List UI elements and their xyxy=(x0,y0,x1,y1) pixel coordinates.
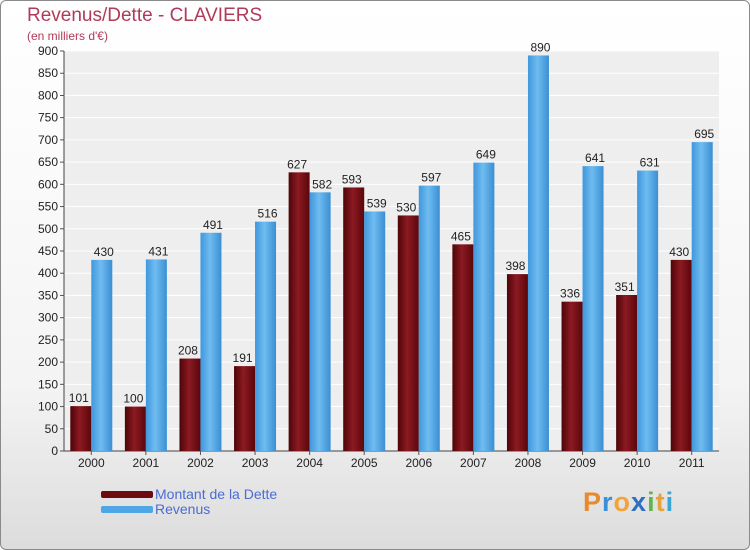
x-tick-label: 2008 xyxy=(515,456,542,470)
proxiti-logo: Proxiti xyxy=(583,487,674,518)
data-label-revenue: 431 xyxy=(148,244,168,258)
bar-debt xyxy=(616,295,638,451)
bar-revenue xyxy=(691,142,713,451)
y-tick-label: 150 xyxy=(38,377,58,391)
bar-revenue xyxy=(473,162,495,452)
bar-revenue xyxy=(91,259,113,451)
y-tick-label: 350 xyxy=(38,288,58,302)
y-tick-label: 750 xyxy=(38,111,58,125)
y-tick-label: 650 xyxy=(38,155,58,169)
bar-debt xyxy=(343,187,365,451)
y-tick-label: 450 xyxy=(38,244,58,258)
y-tick-label: 500 xyxy=(38,222,58,236)
logo-letter: o xyxy=(613,487,632,517)
x-tick-label: 2000 xyxy=(78,456,105,470)
data-label-revenue: 597 xyxy=(421,171,441,185)
y-tick-label: 700 xyxy=(38,133,58,147)
x-tick-label: 2004 xyxy=(296,456,323,470)
data-label-debt: 465 xyxy=(451,229,471,243)
legend-label-debt: Montant de la Dette xyxy=(155,486,278,502)
x-tick-label: 2002 xyxy=(187,456,214,470)
y-tick-label: 100 xyxy=(38,400,58,414)
y-tick-label: 900 xyxy=(38,44,58,58)
bar-revenue xyxy=(418,185,440,451)
data-label-revenue: 631 xyxy=(640,156,660,170)
bar-debt xyxy=(70,406,92,451)
x-tick-label: 2011 xyxy=(679,456,705,470)
data-label-debt: 336 xyxy=(560,287,580,301)
bar-revenue xyxy=(527,55,549,451)
bar-debt xyxy=(561,301,583,451)
bar-revenue xyxy=(145,259,167,451)
data-label-debt: 398 xyxy=(505,259,525,273)
data-label-debt: 530 xyxy=(396,200,416,214)
y-tick-label: 200 xyxy=(38,355,58,369)
y-tick-label: 800 xyxy=(38,88,58,102)
y-tick-label: 400 xyxy=(38,266,58,280)
x-tick-label: 2009 xyxy=(569,456,596,470)
bar-debt xyxy=(397,215,419,451)
data-label-revenue: 491 xyxy=(203,218,223,232)
y-tick-label: 850 xyxy=(38,66,58,80)
bar-revenue xyxy=(364,211,386,451)
logo-letter: i xyxy=(665,487,675,517)
bar-revenue xyxy=(309,192,331,452)
logo-letter: x xyxy=(631,487,648,517)
data-label-debt: 627 xyxy=(287,157,307,171)
chart-subtitle: (en milliers d'€) xyxy=(27,29,108,43)
logo-letter: t xyxy=(655,487,666,517)
data-label-revenue: 516 xyxy=(258,207,278,221)
x-tick-label: 2006 xyxy=(405,456,432,470)
data-label-debt: 593 xyxy=(342,172,362,186)
logo-letter: r xyxy=(602,487,614,517)
bar-revenue xyxy=(255,221,277,451)
legend-label-revenue: Revenus xyxy=(155,501,211,517)
y-tick-label: 300 xyxy=(38,311,58,325)
y-tick-label: 250 xyxy=(38,333,58,347)
bar-revenue xyxy=(200,232,222,451)
bar-debt xyxy=(124,406,146,451)
bar-debt xyxy=(670,259,692,451)
data-label-debt: 100 xyxy=(123,392,143,406)
legend-swatch-debt xyxy=(101,491,153,498)
bar-debt xyxy=(452,244,474,451)
bar-revenue xyxy=(637,170,659,452)
data-label-debt: 351 xyxy=(615,280,635,294)
data-label-revenue: 641 xyxy=(585,151,605,165)
chart-title: Revenus/Dette - CLAVIERS xyxy=(27,5,263,26)
data-label-debt: 191 xyxy=(233,351,253,365)
y-tick-label: 550 xyxy=(38,200,58,214)
y-tick-label: 600 xyxy=(38,177,58,191)
data-label-revenue: 539 xyxy=(367,196,387,210)
x-tick-label: 2010 xyxy=(624,456,651,470)
bar-revenue xyxy=(582,166,604,451)
bar-debt xyxy=(506,274,528,451)
data-label-debt: 208 xyxy=(178,344,198,358)
logo-letter: P xyxy=(583,487,603,517)
y-tick-label: 50 xyxy=(45,422,59,436)
x-tick-label: 2007 xyxy=(460,456,487,470)
bar-debt xyxy=(288,172,310,452)
data-label-revenue: 695 xyxy=(694,127,714,141)
y-tick-label: 0 xyxy=(51,444,58,458)
legend-swatch-revenue xyxy=(101,506,153,513)
bar-debt xyxy=(179,358,201,451)
x-tick-label: 2001 xyxy=(133,456,160,470)
data-label-debt: 430 xyxy=(669,245,689,259)
bar-debt xyxy=(234,366,256,451)
data-label-revenue: 649 xyxy=(476,148,496,162)
x-tick-label: 2003 xyxy=(242,456,269,470)
data-label-revenue: 582 xyxy=(312,177,332,191)
data-label-revenue: 430 xyxy=(94,245,114,259)
data-label-revenue: 890 xyxy=(530,40,550,54)
data-label-debt: 101 xyxy=(69,391,89,405)
x-tick-label: 2005 xyxy=(351,456,378,470)
logo-letter: i xyxy=(647,487,656,517)
